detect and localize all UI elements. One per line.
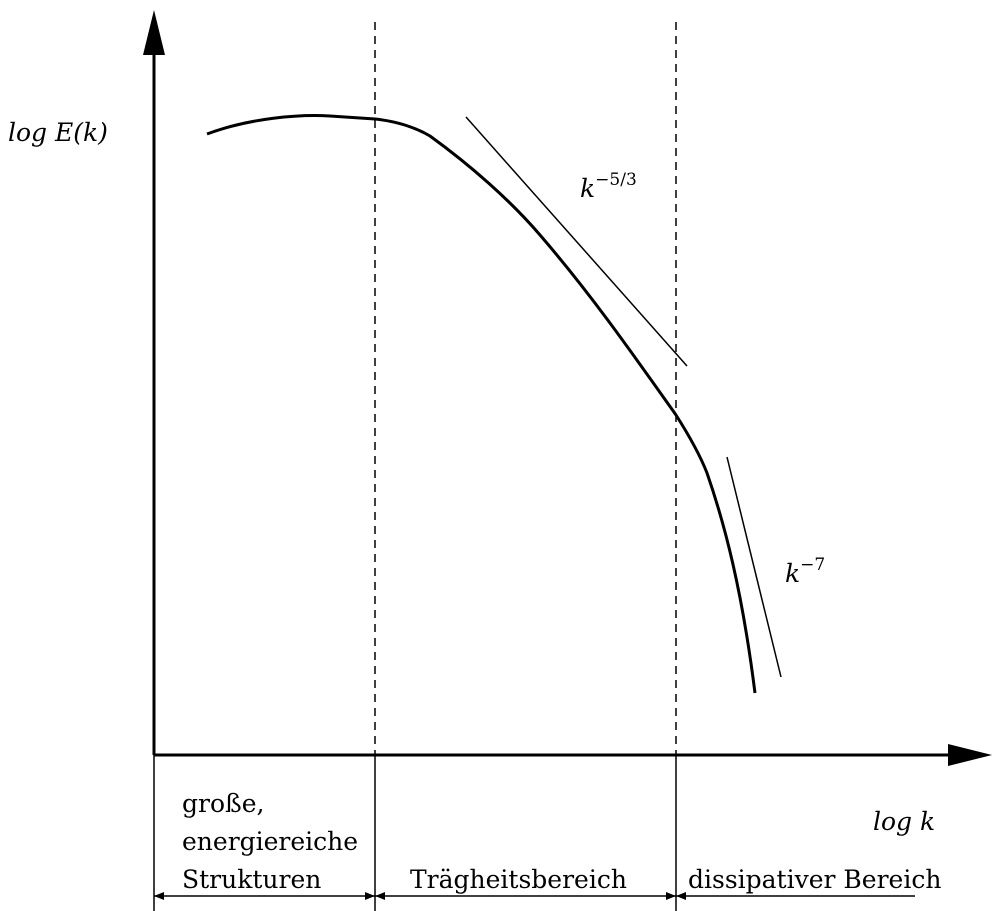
y-axis-arrowhead <box>143 10 165 55</box>
x-axis-label: log k <box>873 807 935 836</box>
slope-line-dissipative <box>726 456 782 678</box>
energy-spectrum-curve <box>206 114 757 694</box>
slope-line-inertial <box>465 116 688 367</box>
x-axis-arrowhead <box>948 744 992 766</box>
slope-label-dissipative: k−7 <box>785 555 825 588</box>
region-label-dissipative: dissipativer Bereich <box>688 865 941 894</box>
y-axis-label: log E(k) <box>8 118 108 147</box>
region-label-inertial: Trägheitsbereich <box>410 865 627 894</box>
region-label-large-scales: große, energiereiche Strukturen <box>182 789 366 894</box>
slope-label-inertial: k−5/3 <box>580 170 637 203</box>
